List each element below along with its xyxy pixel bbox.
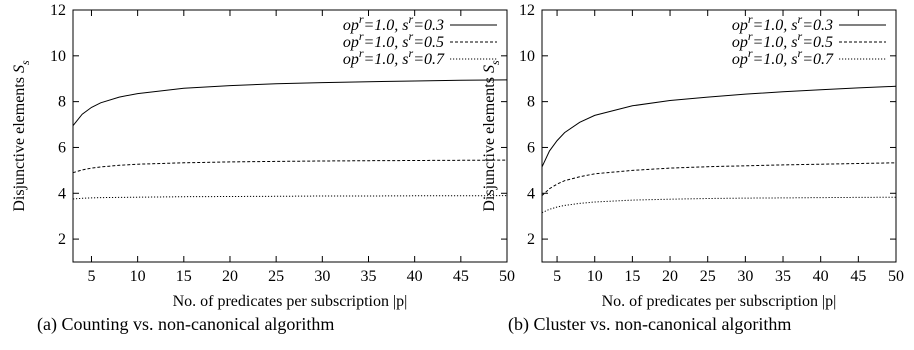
x-tick-label: 50 — [499, 268, 515, 285]
y-tick-label: 6 — [58, 139, 66, 156]
x-tick-label: 35 — [775, 268, 791, 285]
x-tick-label: 45 — [453, 268, 469, 285]
x-axis-title: No. of predicates per subscription |p| — [173, 293, 408, 310]
x-tick-label: 30 — [314, 268, 330, 285]
y-tick-label: 4 — [527, 185, 535, 202]
chart-panel-b: 2 4 6 8 10 12 5 10 15 20 25 30 35 40 45 50 No. of predic… — [481, 2, 904, 335]
plot-frame — [72, 9, 508, 263]
x-tick-label: 30 — [737, 268, 753, 285]
x-tick-label: 20 — [222, 268, 238, 285]
legend-label-3: opr=1.0, sr=0.7 — [732, 46, 834, 68]
y-tick-label: 10 — [50, 48, 66, 65]
y-tick-label: 8 — [527, 94, 535, 111]
legend-label-3: opr=1.0, sr=0.7 — [343, 46, 445, 68]
y-axis-title: Disjunctive elements Ss — [11, 60, 32, 212]
figure-caption: (b) Cluster vs. non-canonical algorithm — [508, 314, 791, 335]
y-tick-label: 12 — [50, 2, 66, 19]
y-tick-label: 2 — [527, 231, 535, 248]
x-tick-label: 5 — [553, 268, 561, 285]
x-axis-title: No. of predicates per subscription |p| — [602, 293, 837, 310]
plot-frame — [541, 9, 897, 263]
legend-label-2: opr=1.0, sr=0.5 — [343, 29, 444, 51]
y-axis-title: Disjunctive elements Ss — [481, 60, 502, 212]
y-tick-label: 10 — [519, 48, 535, 65]
x-tick-label: 15 — [624, 268, 640, 285]
legend-label-1: opr=1.0, sr=0.3 — [343, 12, 444, 34]
series-line-2 — [72, 159, 508, 174]
series-line-1 — [541, 85, 897, 168]
x-tick-label: 40 — [407, 268, 423, 285]
y-tick-label: 12 — [519, 2, 535, 19]
x-tick-label: 20 — [662, 268, 678, 285]
x-tick-label: 10 — [587, 268, 603, 285]
legend-label-1: opr=1.0, sr=0.3 — [732, 12, 833, 34]
series-line-3 — [72, 195, 508, 200]
x-tick-label: 45 — [850, 268, 866, 285]
figure-caption: (a) Counting vs. non-canonical algorithm — [37, 314, 334, 335]
x-tick-label: 10 — [130, 268, 146, 285]
y-tick-label: 2 — [58, 231, 66, 248]
series-line-1 — [72, 79, 508, 127]
x-tick-label: 50 — [888, 268, 904, 285]
x-tick-label: 40 — [813, 268, 829, 285]
x-tick-label: 35 — [360, 268, 376, 285]
y-tick-label: 8 — [58, 94, 66, 111]
legend-label-2: opr=1.0, sr=0.5 — [732, 29, 833, 51]
x-tick-label: 25 — [700, 268, 716, 285]
x-tick-label: 25 — [268, 268, 284, 285]
series-line-2 — [541, 162, 897, 196]
x-tick-label: 5 — [87, 268, 95, 285]
x-tick-label: 15 — [176, 268, 192, 285]
y-tick-label: 4 — [58, 185, 66, 202]
series-line-3 — [541, 196, 897, 214]
y-tick-label: 6 — [527, 139, 535, 156]
chart-panel-a: 2 4 6 8 10 12 5 10 15 20 25 30 35 40 45 50 No. of predic… — [11, 2, 515, 335]
